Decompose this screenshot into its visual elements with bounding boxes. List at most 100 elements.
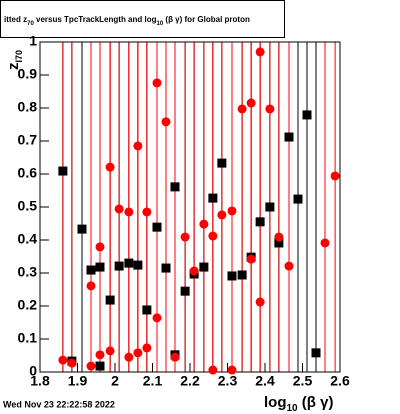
point	[86, 265, 96, 275]
label-part: log	[264, 394, 287, 411]
point	[320, 238, 330, 248]
y-tick-label: 0	[29, 363, 37, 379]
point	[124, 207, 134, 217]
point	[217, 158, 227, 168]
point	[142, 305, 152, 315]
point	[180, 232, 190, 242]
y-tick-label: 0.7	[18, 132, 38, 148]
y-tick-label: 0.8	[18, 99, 38, 115]
y-tick-label: 0.2	[18, 297, 38, 313]
point	[208, 231, 218, 241]
frame	[39, 41, 341, 373]
point	[274, 232, 284, 242]
point	[255, 217, 265, 227]
point	[302, 110, 312, 120]
title-part: itted z	[4, 15, 27, 24]
point	[311, 348, 321, 358]
y-axis-label: zI70	[5, 50, 24, 70]
point	[124, 352, 134, 362]
point	[133, 260, 143, 270]
y-tick-label: 0.3	[18, 264, 38, 280]
y-tick-label: 0.4	[18, 231, 38, 247]
point	[199, 262, 209, 272]
title-part: 70	[27, 21, 34, 27]
point	[170, 352, 180, 362]
title-part: (β γ) for Global proton	[163, 15, 250, 24]
label-part: z	[5, 63, 22, 71]
x-tick-label: 2.6	[330, 373, 350, 389]
point	[255, 47, 265, 57]
point	[246, 98, 256, 108]
point	[161, 117, 171, 127]
point	[246, 254, 256, 264]
point	[180, 286, 190, 296]
title-part: versus TpcTrackLength and log	[34, 15, 157, 24]
point	[293, 194, 303, 204]
point	[170, 182, 180, 192]
point	[237, 104, 247, 114]
title-part: 10	[157, 21, 164, 27]
point	[77, 224, 87, 234]
point	[255, 297, 265, 307]
point	[227, 271, 237, 281]
point	[161, 263, 171, 273]
x-tick-label: 2.5	[293, 373, 313, 389]
y-tick-label: 1	[29, 33, 37, 49]
point	[105, 346, 115, 356]
point	[142, 207, 152, 217]
label-part: I70	[14, 50, 24, 63]
x-tick-label: 2.1	[143, 373, 163, 389]
chart-title: itted z70 versus TpcTrackLength and log1…	[4, 15, 250, 26]
y-tick-label: 0.6	[18, 165, 38, 181]
point	[95, 242, 105, 252]
point	[105, 162, 115, 172]
point	[58, 355, 68, 365]
point	[284, 132, 294, 142]
point	[284, 261, 294, 271]
label-part: 10	[287, 403, 299, 414]
point	[86, 361, 96, 371]
point	[208, 365, 218, 375]
point	[208, 193, 218, 203]
point	[105, 295, 115, 305]
x-tick-label: 2	[111, 373, 119, 389]
point	[237, 270, 247, 280]
x-tick-label: 1.9	[68, 373, 88, 389]
point	[95, 262, 105, 272]
point	[274, 238, 284, 248]
y-tick-label: 0.9	[18, 66, 38, 82]
point	[142, 343, 152, 353]
x-tick-label: 2.4	[255, 373, 275, 389]
point	[67, 358, 77, 368]
title-box	[0, 0, 285, 38]
point	[217, 210, 227, 220]
y-tick-label: 0.1	[18, 330, 38, 346]
point	[152, 78, 162, 88]
point	[227, 206, 237, 216]
point	[95, 361, 105, 371]
point	[58, 166, 68, 176]
point	[265, 202, 275, 212]
point	[152, 313, 162, 323]
x-axis-label: log10 (β γ)	[264, 394, 333, 414]
point	[189, 266, 199, 276]
point	[152, 222, 162, 232]
point	[265, 104, 275, 114]
label-part: (β γ)	[298, 394, 334, 411]
x-tick-label: 1.8	[30, 373, 50, 389]
x-tick-label: 2.2	[180, 373, 200, 389]
point	[124, 258, 134, 268]
point	[114, 261, 124, 271]
point	[199, 219, 209, 229]
point	[133, 141, 143, 151]
point	[133, 348, 143, 358]
point	[330, 171, 340, 181]
point	[227, 365, 237, 375]
x-tick-label: 2.3	[218, 373, 238, 389]
point	[95, 350, 105, 360]
y-tick-label: 0.5	[18, 198, 38, 214]
footer: Wed Nov 23 22:22:58 2022	[3, 399, 115, 409]
point	[86, 281, 96, 291]
